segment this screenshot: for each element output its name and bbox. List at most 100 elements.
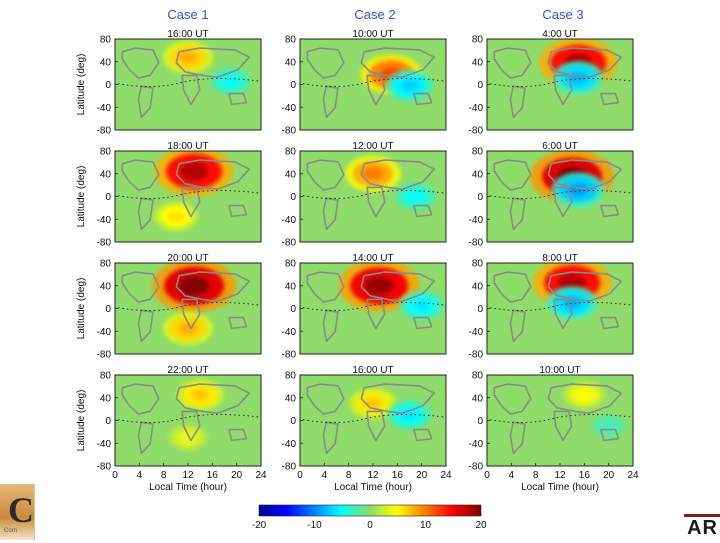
y-tick-label: -80 xyxy=(97,462,112,473)
coastline-1 xyxy=(121,271,160,303)
panel-title: 8:00 UT xyxy=(542,253,578,264)
coastline-4 xyxy=(553,410,573,442)
field-core-2 xyxy=(413,300,430,311)
y-tick-label: 0 xyxy=(290,192,296,203)
x-tick-label: 16 xyxy=(392,470,404,481)
coastline-1 xyxy=(121,47,160,79)
y-tick-label: 40 xyxy=(472,57,484,68)
y-tick-label: 40 xyxy=(285,57,297,68)
coastline-5 xyxy=(228,316,248,330)
panel-title: 16:00 UT xyxy=(352,365,393,376)
coastline-2 xyxy=(322,421,339,455)
coastline-3 xyxy=(175,271,251,303)
left-corner-logo: C Corn xyxy=(0,484,35,540)
field-core-2 xyxy=(408,191,424,202)
y-tick-label: 40 xyxy=(472,281,484,292)
panel-title: 12:00 UT xyxy=(352,141,393,152)
column-title-1: Case 1 xyxy=(167,7,208,22)
panel-r3-c2: 14:00 UT 80 40 0 -40 -80 xyxy=(282,253,447,361)
coastline-1 xyxy=(306,271,345,303)
coastline-4 xyxy=(366,186,386,218)
y-tick-label: -80 xyxy=(469,238,484,249)
y-tick-label: 0 xyxy=(105,80,111,91)
coastline-2 xyxy=(322,309,339,343)
y-tick-label: 80 xyxy=(472,147,484,158)
coastline-5 xyxy=(600,204,620,218)
y-tick-label: 80 xyxy=(472,259,484,270)
coastline-4 xyxy=(553,186,573,218)
coastline-2 xyxy=(322,197,339,231)
field-core-2 xyxy=(569,71,588,84)
panel-title: 18:00 UT xyxy=(167,141,208,152)
coastline-2 xyxy=(137,197,154,231)
coastline-2 xyxy=(509,197,526,231)
coastline-3 xyxy=(175,159,251,190)
field-core-1 xyxy=(364,276,394,295)
coastline-3 xyxy=(360,271,436,303)
x-axis-label: Local Time (hour) xyxy=(149,482,227,493)
magnetic-equator xyxy=(489,302,631,312)
y-tick-label: 40 xyxy=(100,169,112,180)
coastline-5 xyxy=(600,316,620,330)
y-tick-label: -40 xyxy=(97,103,112,114)
y-tick-label: 0 xyxy=(477,80,483,91)
coastline-3 xyxy=(360,383,436,415)
panel-title: 10:00 UT xyxy=(539,365,580,376)
y-axis-label: Latitude (deg) xyxy=(76,54,87,116)
colorbar: -20 -10 0 10 20 xyxy=(252,504,487,531)
coastline-2 xyxy=(509,85,526,119)
y-tick-label: 0 xyxy=(477,192,483,203)
y-tick-label: -80 xyxy=(97,126,112,137)
magnetic-equator xyxy=(489,78,631,88)
coastline-5 xyxy=(413,204,433,218)
y-tick-label: 0 xyxy=(477,416,483,427)
x-tick-label: 8 xyxy=(533,470,539,481)
coastline-5 xyxy=(228,204,248,218)
coastline-5 xyxy=(413,428,433,442)
coastline-4 xyxy=(181,410,201,442)
x-tick-label: 16 xyxy=(207,470,219,481)
x-tick-label: 24 xyxy=(440,470,452,481)
field-core-1 xyxy=(576,389,592,400)
y-tick-label: 80 xyxy=(100,371,112,382)
y-tick-label: 40 xyxy=(472,169,484,180)
panel-title: 10:00 UT xyxy=(352,29,393,40)
magnetic-equator xyxy=(117,414,259,424)
logo-letter: C xyxy=(8,490,34,530)
coastline-3 xyxy=(360,47,436,78)
x-tick-label: 12 xyxy=(367,470,379,481)
x-tick-label: 4 xyxy=(322,470,328,481)
coastline-3 xyxy=(175,47,251,78)
y-tick-label: 0 xyxy=(477,304,483,315)
panel-r2-c2: 12:00 UT 80 40 0 -40 -80 xyxy=(282,141,447,249)
column-title-2: Case 2 xyxy=(354,7,395,22)
colorbar-gradient xyxy=(258,504,482,517)
coastline-2 xyxy=(322,85,339,119)
y-tick-label: -40 xyxy=(282,439,297,450)
y-tick-label: 0 xyxy=(105,304,111,315)
panel-title: 14:00 UT xyxy=(352,253,393,264)
colorbar-tick-label: 10 xyxy=(420,520,432,531)
coastline-4 xyxy=(181,298,201,330)
x-tick-label: 4 xyxy=(137,470,143,481)
y-axis-label: Latitude (deg) xyxy=(76,278,87,340)
y-tick-label: 80 xyxy=(285,35,297,46)
field-core-1 xyxy=(179,276,210,296)
coastline-1 xyxy=(121,159,160,191)
x-tick-label: 12 xyxy=(182,470,194,481)
y-tick-label: -80 xyxy=(282,238,297,249)
x-tick-label: 0 xyxy=(484,470,490,481)
coastline-1 xyxy=(306,47,345,79)
panel-r1-c1: 16:00 UT 80 40 0 -40 -80 Latitude (deg) xyxy=(76,29,262,137)
y-axis-label: Latitude (deg) xyxy=(76,166,87,228)
y-tick-label: 80 xyxy=(285,259,297,270)
x-tick-label: 12 xyxy=(554,470,566,481)
y-tick-label: -80 xyxy=(282,126,297,137)
x-tick-label: 0 xyxy=(112,470,118,481)
field-core-2 xyxy=(223,76,239,87)
coastline-2 xyxy=(509,309,526,343)
x-tick-label: 20 xyxy=(603,470,615,481)
panel-title: 20:00 UT xyxy=(167,253,208,264)
